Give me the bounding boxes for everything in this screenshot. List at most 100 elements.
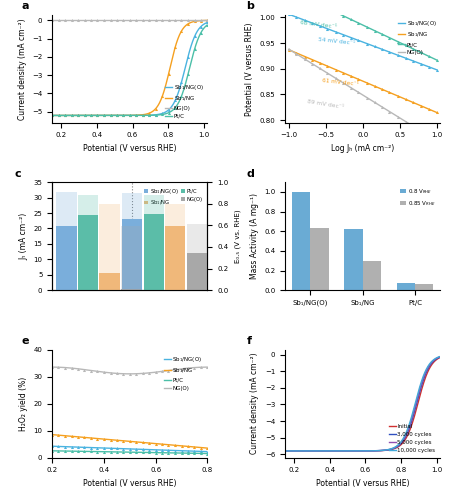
- Pt/C: [429, 55, 434, 61]
- Line: Sb$_1$/NG(O): Sb$_1$/NG(O): [52, 446, 207, 452]
- Sb$_1$/NG(O): [56, 443, 61, 449]
- Pt/C: [205, 451, 210, 457]
- Sb$_1$/NG: [91, 435, 96, 441]
- Sb$_1$/NG: [56, 432, 61, 438]
- Pt/C: [205, 22, 210, 28]
- Bar: [165, 204, 185, 290]
- NG(O): [59, 365, 64, 370]
- 3,000 cycles: [282, 448, 288, 454]
- 5,000 cycles: [423, 369, 429, 375]
- Sb$_1$/NG: [205, 445, 210, 451]
- Sb$_1$/NG: [111, 113, 116, 119]
- Text: e: e: [21, 336, 29, 346]
- NG(O): [388, 109, 394, 115]
- Sb$_1$/NG(O): [429, 65, 434, 71]
- Pt/C: [368, 26, 374, 32]
- Y-axis label: Jₕ (mA cm⁻²): Jₕ (mA cm⁻²): [19, 213, 28, 260]
- Sb$_1$/NG: [388, 90, 394, 96]
- Sb$_1$/NG(O): [286, 11, 291, 17]
- Pt/C: [56, 448, 61, 454]
- NG(O): [198, 364, 203, 370]
- Legend: Initial, 3,000 cycles, 5,000 cycles, 10,000 cycles: Initial, 3,000 cycles, 5,000 cycles, 10,…: [387, 422, 438, 455]
- Initial: [377, 448, 383, 454]
- Bar: [363, 261, 381, 290]
- Sb$_1$/NG(O): [434, 67, 439, 73]
- Sb$_1$/NG(O): [79, 444, 84, 450]
- Sb$_1$/NG(O): [100, 113, 105, 119]
- Sb$_1$/NG: [205, 17, 210, 23]
- Sb$_1$/NG: [403, 96, 408, 102]
- 10,000 cycles: [375, 448, 380, 454]
- 3,000 cycles: [375, 448, 380, 454]
- Pt/C: [91, 449, 96, 455]
- Sb$_1$/NG: [192, 444, 197, 450]
- Sb$_1$/NG(O): [162, 110, 167, 116]
- NG(O): [49, 364, 55, 370]
- Legend: 0.8 V$_{RHE}$, 0.85 V$_{RHE}$: 0.8 V$_{RHE}$, 0.85 V$_{RHE}$: [398, 185, 438, 210]
- Sb$_1$/NG: [317, 60, 323, 66]
- 10,000 cycles: [377, 448, 383, 454]
- Sb$_1$/NG: [162, 88, 167, 93]
- Sb$_1$/NG(O): [205, 449, 210, 455]
- Sb$_1$/NG(O): [59, 444, 64, 450]
- X-axis label: Log Jₕ (mA cm⁻²): Log Jₕ (mA cm⁻²): [331, 144, 395, 153]
- 5,000 cycles: [282, 448, 288, 454]
- Sb$_1$/NG(O): [192, 448, 197, 454]
- Legend: Sb$_1$/NG(O), Sb$_1$/NG, Pt/C, NG(O): Sb$_1$/NG(O), Sb$_1$/NG, Pt/C, NG(O): [142, 185, 205, 210]
- Y-axis label: Current density (mA cm⁻²): Current density (mA cm⁻²): [18, 18, 26, 120]
- NG(O): [56, 364, 61, 370]
- 5,000 cycles: [283, 448, 288, 454]
- Sb$_1$/NG: [68, 113, 74, 119]
- Pt/C: [59, 448, 64, 454]
- Initial: [413, 408, 419, 414]
- 3,000 cycles: [438, 354, 443, 360]
- NG(O): [49, 17, 55, 23]
- Line: 3,000 cycles: 3,000 cycles: [285, 357, 440, 451]
- Bar: [56, 226, 77, 290]
- Pt/C: [68, 113, 74, 119]
- Text: 68 mV dec⁻¹: 68 mV dec⁻¹: [300, 20, 337, 29]
- 10,000 cycles: [413, 398, 419, 403]
- Text: f: f: [246, 336, 252, 346]
- Pt/C: [49, 113, 55, 119]
- Bar: [345, 229, 363, 290]
- Sb$_1$/NG: [429, 107, 434, 113]
- Pt/C: [192, 450, 197, 456]
- Sb$_1$/NG(O): [111, 113, 116, 119]
- 3,000 cycles: [423, 370, 429, 376]
- 3,000 cycles: [374, 448, 380, 454]
- Bar: [99, 204, 120, 290]
- X-axis label: Potential (V versus RHE): Potential (V versus RHE): [83, 479, 177, 488]
- Bar: [143, 195, 164, 290]
- NG(O): [91, 368, 96, 374]
- NG(O): [111, 17, 116, 23]
- Y-axis label: H₂O₂ yield (%): H₂O₂ yield (%): [19, 376, 28, 430]
- Sb$_1$/NG: [79, 434, 84, 440]
- Bar: [122, 219, 143, 290]
- Sb$_1$/NG(O): [68, 113, 74, 119]
- Line: Pt/C: Pt/C: [52, 451, 207, 454]
- NG(O): [79, 366, 84, 372]
- Sb$_1$/NG: [434, 110, 439, 116]
- NG(O): [286, 46, 291, 52]
- 5,000 cycles: [375, 448, 380, 454]
- Pt/C: [197, 450, 202, 456]
- Text: 89 mV dec⁻¹: 89 mV dec⁻¹: [307, 98, 345, 109]
- Sb$_1$/NG: [286, 47, 291, 53]
- Pt/C: [163, 111, 168, 117]
- 3,000 cycles: [377, 448, 383, 454]
- Bar: [165, 226, 185, 290]
- Initial: [438, 354, 443, 360]
- NG(O): [205, 364, 210, 370]
- NG(O): [68, 17, 74, 23]
- Line: Pt/C: Pt/C: [289, 0, 437, 60]
- NG(O): [147, 17, 153, 23]
- NG(O): [162, 17, 167, 23]
- NG(O): [326, 71, 331, 77]
- Pt/C: [388, 35, 394, 41]
- Sb$_1$/NG: [100, 113, 105, 119]
- NG(O): [403, 119, 408, 124]
- Text: d: d: [246, 169, 254, 179]
- Sb$_1$/NG: [368, 82, 374, 88]
- Sb$_1$/NG(O): [388, 50, 394, 56]
